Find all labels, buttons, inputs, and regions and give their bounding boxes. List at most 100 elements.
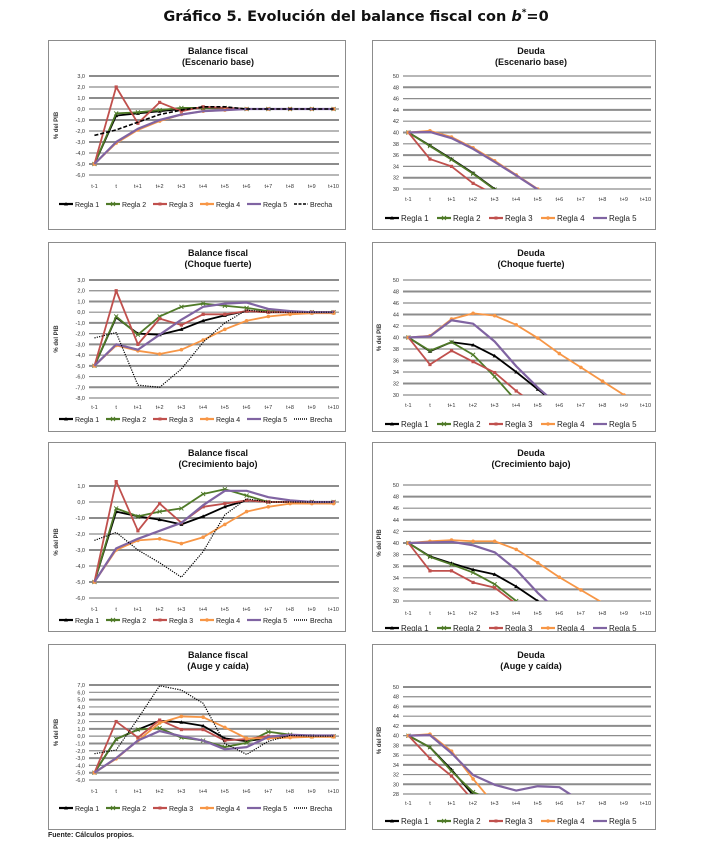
y-tick-label: 44 bbox=[393, 714, 399, 720]
legend-item-regla-1: Regla 1 bbox=[59, 202, 99, 209]
y-tick-label: 32 bbox=[393, 587, 399, 593]
legend-item-regla-4: Regla 4 bbox=[200, 417, 240, 424]
source-note: Fuente: Cálculos propios. bbox=[48, 832, 134, 839]
y-tick-label: 42 bbox=[393, 119, 399, 125]
data-point-regla-2 bbox=[427, 143, 433, 149]
x-tick-label: t+8 bbox=[599, 611, 607, 617]
legend-label: Regla 1 bbox=[75, 618, 99, 625]
x-tick-label: t+6 bbox=[243, 405, 251, 411]
data-point-regla-3 bbox=[493, 586, 497, 590]
data-point-regla-4 bbox=[557, 351, 562, 356]
y-tick-label: 3,0 bbox=[77, 278, 85, 284]
data-point-regla-2 bbox=[449, 562, 454, 567]
legend-label: Regla 5 bbox=[609, 214, 637, 223]
legend: Regla 1 Regla 2 Regla 3 Regla 4 Regla 5 bbox=[385, 624, 637, 631]
data-point-regla-3 bbox=[266, 500, 270, 504]
data-point-regla-4 bbox=[514, 323, 519, 327]
y-tick-label: 30 bbox=[393, 782, 399, 788]
data-point-regla-2 bbox=[179, 304, 184, 310]
legend-label: Regla 3 bbox=[169, 417, 193, 424]
series-group bbox=[92, 685, 336, 776]
legend-item-regla-3: Regla 3 bbox=[489, 214, 533, 223]
legend-label: Brecha bbox=[310, 417, 332, 424]
data-point-regla-4 bbox=[244, 318, 249, 323]
x-tick-label: t+6 bbox=[555, 197, 563, 203]
x-tick-label: t+6 bbox=[243, 789, 251, 795]
legend-marker bbox=[110, 617, 116, 623]
y-tick-label: -7,0 bbox=[76, 385, 85, 391]
data-point-regla-2 bbox=[492, 187, 497, 189]
y-tick-label: 48 bbox=[393, 495, 399, 501]
data-point-regla-2 bbox=[514, 204, 518, 208]
legend-marker bbox=[158, 417, 162, 421]
legend-marker bbox=[546, 422, 550, 426]
legend-label: Regla 3 bbox=[169, 806, 193, 813]
title-variable: b bbox=[511, 8, 522, 25]
x-tick-label: t+9 bbox=[308, 184, 316, 190]
x-tick-label: t+10 bbox=[640, 403, 651, 409]
data-point-regla-1 bbox=[157, 517, 162, 522]
x-tick-label: t+5 bbox=[534, 801, 542, 807]
data-point-regla-3 bbox=[428, 756, 432, 761]
x-tick-label: t+3 bbox=[177, 607, 185, 613]
data-point-regla-1 bbox=[179, 327, 184, 331]
y-axis-label: % del PIB bbox=[377, 726, 383, 754]
x-tick-label: t+7 bbox=[577, 197, 585, 203]
legend: Regla 1 Regla 2 Regla 3 Regla 4 Regla 5 bbox=[385, 420, 637, 429]
legend-item-regla-1: Regla 1 bbox=[59, 618, 99, 625]
y-tick-label: 40 bbox=[393, 734, 399, 740]
y-tick-label: 44 bbox=[393, 108, 399, 114]
chart-svg-balance-base: Balance fiscal(Escenario base) -6,0 -5,0 -4… bbox=[54, 46, 339, 209]
x-tick-label: t bbox=[429, 197, 431, 203]
x-tick-label: t+8 bbox=[599, 197, 607, 203]
x-tick-label: t+4 bbox=[512, 611, 520, 617]
y-tick-label: -1,0 bbox=[76, 516, 85, 522]
data-point-regla-1 bbox=[535, 387, 540, 391]
data-point-regla-4 bbox=[535, 336, 540, 340]
series-line-brecha bbox=[94, 498, 334, 578]
data-point-regla-4 bbox=[471, 777, 475, 781]
legend-item-regla-2: Regla 2 bbox=[437, 817, 481, 826]
data-point-regla-3 bbox=[201, 105, 205, 109]
series-line-regla-2 bbox=[407, 542, 517, 601]
legend-item-regla-1: Regla 1 bbox=[59, 417, 99, 424]
x-tick-label: t+7 bbox=[577, 801, 585, 807]
x-tick-label: t+10 bbox=[328, 789, 339, 795]
legend-label: Regla 3 bbox=[169, 618, 193, 625]
legend-label: Regla 1 bbox=[75, 417, 99, 424]
x-tick-label: t-1 bbox=[91, 789, 97, 795]
data-point-regla-2 bbox=[135, 109, 141, 115]
chart-balance-base: Balance fiscal (Escenario base) -6,0 -5,0 -4… bbox=[48, 40, 346, 230]
legend-marker bbox=[64, 202, 68, 206]
legend-item-regla-4: Regla 4 bbox=[200, 618, 240, 625]
series-line-regla-5 bbox=[93, 107, 334, 165]
data-point-regla-4 bbox=[201, 535, 205, 539]
x-tick-label: t-1 bbox=[405, 611, 411, 617]
legend-label: Regla 1 bbox=[75, 202, 99, 209]
data-point-regla-3 bbox=[136, 342, 140, 346]
y-tick-label: 50 bbox=[393, 74, 399, 80]
legend-label: Regla 2 bbox=[453, 624, 481, 631]
legend-item-regla-2: Regla 2 bbox=[437, 420, 481, 429]
x-tick-label: t+3 bbox=[491, 801, 499, 807]
data-point-regla-2 bbox=[266, 729, 271, 735]
legend-item-regla-5: Regla 5 bbox=[247, 202, 287, 209]
data-point-regla-1 bbox=[201, 318, 206, 323]
x-tick-label: t+1 bbox=[448, 197, 456, 203]
x-tick-label: t+6 bbox=[555, 611, 563, 617]
legend-label: Regla 3 bbox=[505, 624, 533, 631]
chart-title: Deuda bbox=[517, 46, 546, 56]
data-point-regla-2 bbox=[427, 554, 433, 560]
x-tick-label: t+9 bbox=[620, 197, 628, 203]
series-line-regla-2 bbox=[93, 107, 334, 165]
data-point-regla-1 bbox=[514, 584, 519, 588]
y-tick-label: -1,0 bbox=[76, 321, 85, 327]
data-point-regla-3 bbox=[493, 193, 496, 196]
legend-marker bbox=[205, 618, 209, 622]
y-tick-label: 42 bbox=[393, 529, 399, 535]
data-point-regla-3 bbox=[471, 580, 475, 585]
legend-label: Brecha bbox=[310, 618, 332, 625]
data-point-regla-2 bbox=[135, 727, 141, 732]
x-tick-label: t bbox=[429, 403, 431, 409]
data-point-regla-4 bbox=[157, 352, 162, 356]
